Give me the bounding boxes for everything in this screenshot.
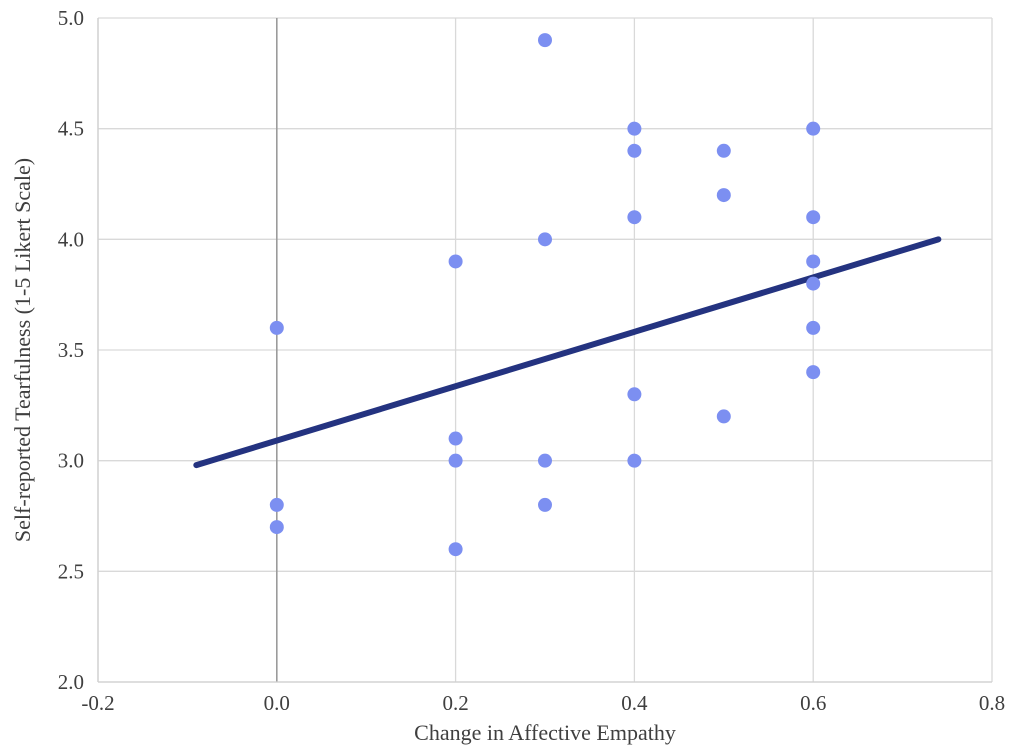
gridlines xyxy=(97,17,993,683)
data-point-4 xyxy=(448,431,463,446)
data-point-7 xyxy=(538,33,552,48)
y-tick-label-4.5: 4.5 xyxy=(58,117,84,141)
data-point-10 xyxy=(538,497,552,512)
data-point-14 xyxy=(627,387,642,402)
data-point-2 xyxy=(269,520,284,535)
x-tick-label-0.8: 0.8 xyxy=(979,691,1005,715)
y-axis-title: Self-reported Tearfulness (1-5 Likert Sc… xyxy=(10,158,35,542)
data-point-13 xyxy=(627,210,642,225)
data-point-3 xyxy=(448,254,463,269)
x-tick-label-0.6: 0.6 xyxy=(800,691,826,715)
data-point-6 xyxy=(448,542,463,557)
x-tick-label--0.2: -0.2 xyxy=(81,691,114,715)
data-point-17 xyxy=(716,188,731,203)
data-point-11 xyxy=(627,121,642,136)
x-axis-title: Change in Affective Empathy xyxy=(414,720,676,745)
x-tick-label-0.4: 0.4 xyxy=(621,691,648,715)
x-tick-label-0.2: 0.2 xyxy=(442,691,468,715)
scatter-points xyxy=(269,33,821,557)
y-tick-label-3.5: 3.5 xyxy=(58,338,84,362)
data-point-23 xyxy=(806,320,821,335)
x-tick-label-0.0: 0.0 xyxy=(264,691,290,715)
data-point-15 xyxy=(627,453,642,468)
data-point-12 xyxy=(627,143,642,158)
y-tick-label-3.0: 3.0 xyxy=(58,449,84,473)
data-point-20 xyxy=(806,210,821,225)
data-point-19 xyxy=(806,121,821,136)
data-point-18 xyxy=(716,409,731,424)
data-point-1 xyxy=(269,497,284,512)
data-point-22 xyxy=(806,276,821,291)
data-point-8 xyxy=(538,232,552,247)
trend-line xyxy=(193,236,942,469)
data-point-9 xyxy=(538,453,552,468)
y-tick-label-2.0: 2.0 xyxy=(58,670,84,694)
data-point-0 xyxy=(269,320,284,335)
y-tick-label-5.0: 5.0 xyxy=(58,6,84,30)
trend-line-group xyxy=(193,236,942,469)
data-point-16 xyxy=(716,143,731,158)
y-tick-label-4.0: 4.0 xyxy=(58,227,84,251)
y-tick-label-2.5: 2.5 xyxy=(58,559,84,583)
x-axis-tick-labels: -0.2 0.0 0.2 0.4 0.6 0.8 xyxy=(81,691,1005,715)
data-point-24 xyxy=(806,365,821,380)
data-point-21 xyxy=(806,254,821,269)
data-point-5 xyxy=(448,453,463,468)
y-axis-tick-labels: 2.0 2.5 3.0 3.5 4.0 4.5 5.0 xyxy=(58,6,84,694)
